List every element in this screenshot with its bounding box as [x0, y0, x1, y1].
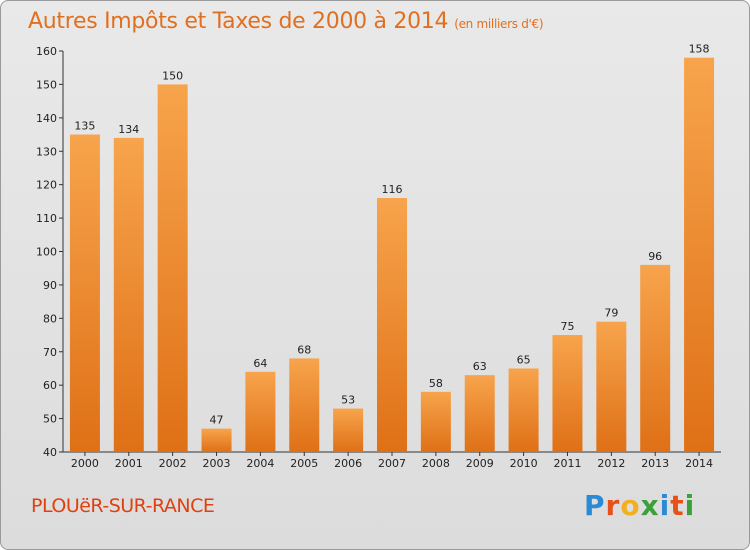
axes: 40 50 60 70 80 90 100 110 120 130 140 150 160 2000 200… — [36, 45, 721, 470]
x-tick-label: 2008 — [422, 457, 450, 470]
x-tick-label: 2004 — [246, 457, 274, 470]
bar — [640, 264, 671, 452]
value-label: 65 — [517, 353, 531, 366]
bar — [596, 321, 627, 452]
y-tick-label: 120 — [36, 179, 57, 192]
value-label: 68 — [297, 343, 311, 356]
value-label: 75 — [560, 320, 574, 333]
bar — [113, 137, 144, 452]
value-label: 134 — [118, 123, 139, 136]
chart-title: Autres Impôts et Taxes de 2000 à 2014 (en… — [28, 9, 544, 34]
x-tick-label: 2011 — [553, 457, 581, 470]
x-tick-label: 2013 — [641, 457, 669, 470]
bar — [333, 408, 364, 452]
bar — [552, 335, 583, 452]
y-tick-label: 130 — [36, 145, 57, 158]
y-tick-label: 40 — [43, 446, 57, 459]
chart-subtitle: (en milliers d'€) — [454, 17, 544, 31]
bar — [289, 358, 320, 452]
logo-letter: P — [584, 489, 606, 522]
y-tick-label: 160 — [36, 45, 57, 58]
value-label: 135 — [74, 120, 95, 133]
x-tick-label: 2001 — [115, 457, 143, 470]
bar — [684, 57, 715, 452]
value-label: 79 — [604, 307, 618, 320]
value-label: 96 — [648, 250, 662, 263]
value-labels: 135 134 150 47 64 68 53 116 58 63 65 75 79 96 158 — [74, 43, 709, 427]
logo-letter: r — [605, 489, 621, 522]
x-tick-label: 2003 — [203, 457, 231, 470]
y-tick-label: 150 — [36, 78, 57, 91]
y-tick-label: 140 — [36, 112, 57, 125]
x-tick-label: 2000 — [71, 457, 99, 470]
logo-letter: i — [659, 489, 671, 522]
x-tick-label: 2010 — [510, 457, 538, 470]
value-label: 158 — [689, 43, 710, 56]
x-tick-label: 2007 — [378, 457, 406, 470]
proxiti-logo: Proxiti — [584, 489, 695, 522]
x-tick-label: 2009 — [466, 457, 494, 470]
y-tick-label: 60 — [43, 379, 57, 392]
x-tick-label: 2012 — [597, 457, 625, 470]
bar — [420, 391, 451, 452]
x-tick-label: 2006 — [334, 457, 362, 470]
bar — [157, 84, 188, 453]
logo-letter: i — [684, 489, 696, 522]
bar — [464, 375, 495, 452]
bar — [69, 134, 100, 452]
value-label: 58 — [429, 377, 443, 390]
bar — [377, 198, 407, 452]
value-label: 47 — [210, 414, 224, 427]
commune-name: PLOUëR-SUR-RANCE — [31, 495, 215, 517]
bar — [245, 371, 276, 452]
logo-letter: t — [670, 489, 685, 522]
value-label: 116 — [382, 183, 403, 196]
x-tick-label: 2002 — [159, 457, 187, 470]
y-tick-label: 100 — [36, 246, 57, 259]
value-label: 63 — [473, 360, 487, 373]
logo-letter: o — [620, 489, 641, 522]
bar — [508, 368, 539, 452]
x-tick-label: 2014 — [685, 457, 713, 470]
logo-letter: x — [640, 489, 660, 522]
value-label: 64 — [253, 357, 267, 370]
y-tick-label: 80 — [43, 312, 57, 325]
y-tick-label: 90 — [43, 279, 57, 292]
x-tick-label: 2005 — [290, 457, 318, 470]
chart-title-text: Autres Impôts et Taxes de 2000 à 2014 — [28, 9, 449, 34]
bars — [69, 57, 715, 453]
y-tick-label: 70 — [43, 346, 57, 359]
y-tick-label: 50 — [43, 413, 57, 426]
y-tick-label: 110 — [36, 212, 57, 225]
bar — [201, 428, 232, 452]
value-label: 53 — [341, 394, 355, 407]
value-label: 150 — [162, 69, 183, 82]
